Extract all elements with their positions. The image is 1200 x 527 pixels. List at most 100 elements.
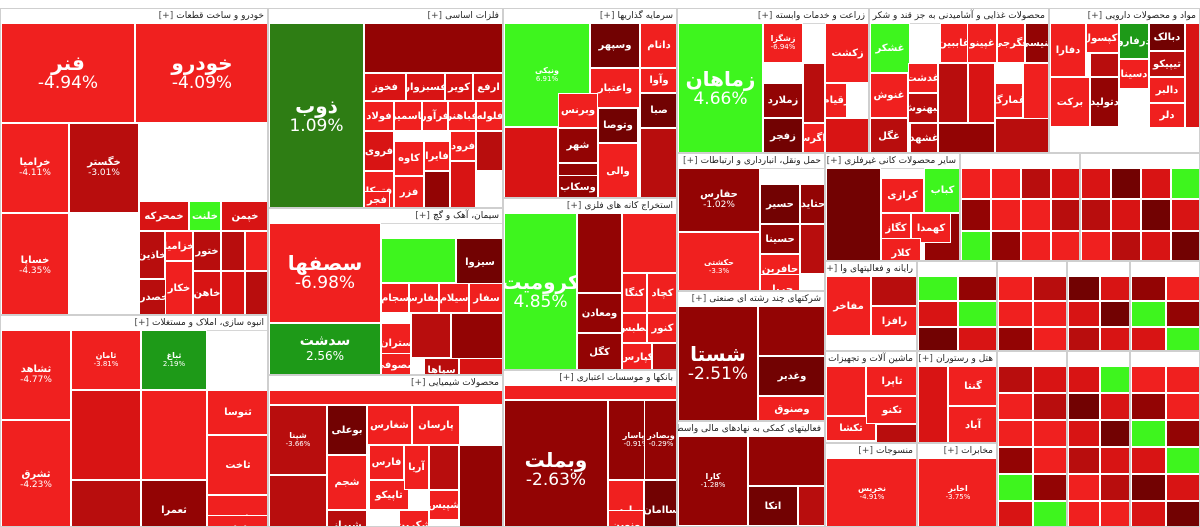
minor-stock-tile[interactable] [1166, 301, 1199, 327]
stock-tile[interactable]: زفجر [763, 118, 803, 152]
minor-stock-tile[interactable] [221, 271, 245, 314]
minor-stock-tile[interactable] [424, 171, 450, 207]
minor-stock-tile[interactable] [1081, 199, 1111, 231]
minor-stock-tile[interactable] [1033, 301, 1066, 327]
stock-tile[interactable]: غگل [870, 118, 908, 152]
stock-tile[interactable]: زماهان 4.66% [678, 23, 763, 152]
minor-stock-tile[interactable] [1021, 199, 1051, 231]
sector-header[interactable] [1068, 262, 1129, 277]
stock-tile[interactable]: ثامان [207, 515, 267, 526]
minor-stock-tile[interactable] [876, 424, 916, 442]
minor-stock-tile[interactable] [1171, 168, 1199, 200]
sector-header[interactable]: سایر محصولات کانی غیرفلزی[+] [826, 154, 959, 169]
minor-stock-tile[interactable] [995, 118, 1048, 152]
stock-tile[interactable]: پارسان [412, 405, 460, 445]
stock-tile[interactable]: وصنوق [758, 396, 824, 420]
stock-tile[interactable]: غبهنوش [908, 93, 938, 123]
stock-tile[interactable]: فاسمین [394, 101, 422, 131]
minor-stock-tile[interactable] [1166, 420, 1199, 447]
stock-tile[interactable]: کنگا [622, 273, 647, 313]
minor-stock-tile[interactable] [998, 474, 1033, 501]
minor-stock-tile[interactable] [1166, 474, 1199, 501]
minor-stock-tile[interactable] [504, 385, 676, 400]
stock-tile[interactable]: صبا [640, 93, 676, 128]
minor-stock-tile[interactable] [1166, 326, 1199, 350]
stock-tile[interactable]: وغدیر [758, 356, 824, 396]
expand-icon[interactable]: [+] [599, 11, 615, 21]
minor-stock-tile[interactable] [826, 366, 866, 416]
stock-tile[interactable]: شهر [558, 128, 598, 163]
expand-icon[interactable]: [+] [1087, 11, 1103, 21]
minor-stock-tile[interactable] [1033, 447, 1066, 474]
minor-stock-tile[interactable] [71, 480, 141, 526]
stock-tile[interactable]: ونوین [608, 510, 644, 526]
stock-tile[interactable]: خاذین [139, 231, 165, 279]
stock-tile[interactable]: وتوصا [598, 108, 638, 143]
stock-tile[interactable]: سیلام [439, 283, 469, 313]
expand-icon[interactable]: [+] [943, 446, 959, 456]
stock-tile[interactable]: زاگرس [803, 123, 825, 152]
sector-header[interactable]: ماشین آلات و تجهیزات[+] [826, 352, 916, 367]
stock-tile[interactable]: خودرو -4.09% [135, 23, 267, 123]
minor-stock-tile[interactable] [1021, 230, 1051, 260]
stock-tile[interactable]: کهمدا [911, 213, 951, 243]
minor-stock-tile[interactable] [998, 393, 1033, 420]
minor-stock-tile[interactable] [269, 475, 327, 526]
stock-tile[interactable]: ساامان [644, 480, 676, 526]
expand-icon[interactable]: [+] [158, 11, 174, 21]
minor-stock-tile[interactable] [364, 23, 502, 73]
minor-stock-tile[interactable] [1166, 447, 1199, 474]
stock-tile[interactable]: وبملت -2.63% [504, 400, 608, 526]
minor-stock-tile[interactable] [961, 199, 991, 231]
stock-tile[interactable]: وبصادر -0.29% [644, 400, 676, 480]
sector-header[interactable] [1068, 352, 1129, 367]
stock-tile[interactable]: حریل [760, 274, 800, 290]
stock-tile[interactable]: ختور [193, 231, 221, 271]
stock-tile[interactable]: فنر -4.94% [1, 23, 135, 123]
stock-tile[interactable]: ثنوسا [207, 390, 267, 435]
minor-stock-tile[interactable] [1111, 199, 1141, 231]
stock-tile[interactable]: کپارس [622, 343, 652, 369]
stock-tile[interactable]: نخریس -4.91% [826, 458, 916, 526]
stock-tile[interactable]: حتاید [800, 184, 824, 224]
minor-stock-tile[interactable] [1166, 501, 1199, 526]
stock-tile[interactable]: دانام [640, 23, 676, 68]
expand-icon[interactable]: [+] [757, 11, 773, 21]
sector-header[interactable] [918, 262, 996, 277]
sector-header[interactable]: منسوجات[+] [826, 444, 916, 459]
stock-tile[interactable]: غپینو [967, 23, 997, 63]
stock-tile[interactable]: شپیس [429, 490, 459, 520]
stock-tile[interactable]: کچاد [647, 273, 676, 313]
minor-stock-tile[interactable] [991, 230, 1021, 260]
stock-tile[interactable]: سیزوا [456, 238, 502, 286]
minor-stock-tile[interactable] [918, 276, 958, 302]
minor-stock-tile[interactable] [1033, 420, 1066, 447]
minor-stock-tile[interactable] [1141, 230, 1171, 260]
minor-stock-tile[interactable] [1033, 326, 1066, 350]
stock-tile[interactable]: سجام [381, 283, 409, 313]
minor-stock-tile[interactable] [1111, 230, 1141, 260]
stock-tile[interactable]: تیپیکو [1149, 51, 1185, 77]
stock-tile[interactable]: غمارگ [995, 83, 1023, 118]
stock-tile[interactable]: فایرا [424, 141, 450, 171]
stock-tile[interactable]: درفارو [1119, 23, 1149, 59]
sector-header[interactable]: محصولات شیمیایی[+] [269, 376, 502, 391]
minor-stock-tile[interactable] [221, 231, 245, 271]
stock-tile[interactable]: فلوله [476, 101, 502, 131]
minor-stock-tile[interactable] [991, 168, 1021, 200]
stock-tile[interactable]: سفار [469, 283, 502, 313]
minor-stock-tile[interactable] [998, 301, 1033, 327]
minor-stock-tile[interactable] [504, 127, 558, 197]
stock-tile[interactable]: ومعادن [577, 293, 622, 333]
stock-tile[interactable]: غاببین [940, 23, 968, 63]
stock-tile[interactable]: خپمن [221, 201, 267, 231]
sector-header[interactable]: رایانه و فعالیتهای وا[+] [826, 262, 916, 277]
minor-stock-tile[interactable] [938, 63, 968, 123]
stock-tile[interactable]: واعتبار [590, 68, 640, 108]
stock-tile[interactable]: ثباغ 2.19% [141, 330, 207, 390]
stock-tile[interactable]: فولاد [364, 101, 394, 131]
minor-stock-tile[interactable] [958, 326, 996, 350]
minor-stock-tile[interactable] [1099, 301, 1129, 327]
stock-tile[interactable]: سپاها [424, 358, 459, 374]
stock-tile[interactable]: شجم [327, 455, 367, 510]
